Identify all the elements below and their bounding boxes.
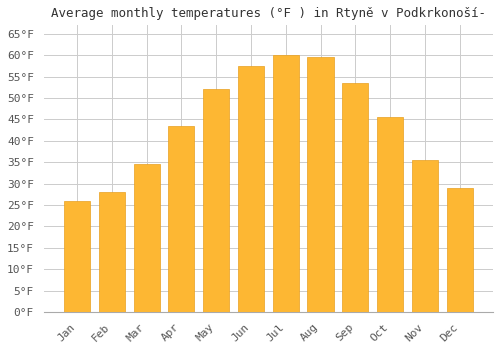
Bar (412, 160, 438, 312)
Bar (446, 188, 472, 312)
Bar (308, 57, 334, 312)
Title: Average monthly temperatures (°F ) in Rtyně v Podkrkonoší-: Average monthly temperatures (°F ) in Rt… (51, 7, 486, 20)
Bar (272, 55, 299, 312)
Bar (168, 126, 194, 312)
Bar (134, 164, 160, 312)
Bar (377, 117, 403, 312)
Bar (99, 192, 125, 312)
Bar (203, 90, 229, 312)
Bar (342, 83, 368, 312)
Bar (64, 201, 90, 312)
Bar (238, 66, 264, 312)
